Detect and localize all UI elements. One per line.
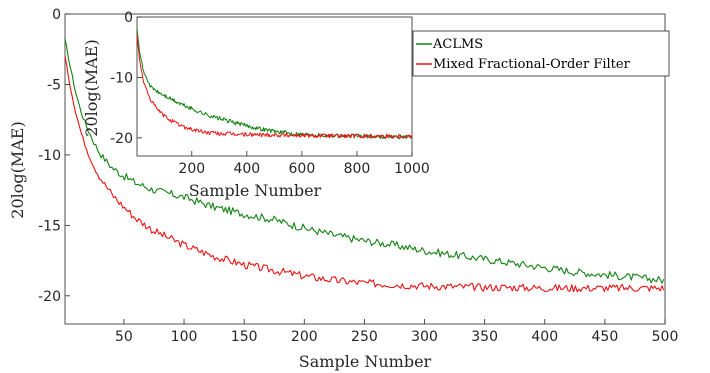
legend-label-aclms: ACLMS: [432, 37, 483, 52]
y-tick-label: -5: [47, 77, 61, 93]
x-tick-label: 50: [115, 329, 133, 345]
inset-x-axis-title: Sample Number: [189, 181, 322, 200]
inset-y-ticks: 0 -10 -20: [110, 10, 142, 147]
inset-plot-area: [136, 16, 413, 157]
series-line-mixed: [136, 34, 413, 139]
inset-plot: 200 400 600 800 1000 0 -10 -20 Sample Number 2…: [82, 10, 430, 200]
legend-box: [412, 30, 670, 77]
x-tick-label: 250: [351, 329, 378, 345]
main-y-ticks: 0 -5 -10 -15 -20: [38, 7, 70, 305]
legend-label-mixed: Mixed Fractional-Order Filter: [433, 57, 631, 72]
main-plot-area: [64, 13, 666, 325]
main-y-axis-title: 20log(MAE): [8, 121, 27, 218]
x-tick-label: 600: [289, 161, 316, 177]
x-tick-label: 450: [592, 329, 619, 345]
y-tick-label: -10: [38, 148, 61, 164]
series-line-aclms: [64, 38, 665, 284]
x-tick-label: 400: [531, 329, 558, 345]
x-tick-label: 400: [233, 161, 260, 177]
x-tick-label: 200: [291, 329, 318, 345]
main-x-ticks: 50 100 150 200 250 300 350 400 450 500: [115, 319, 678, 345]
main-series-lines: [64, 38, 665, 293]
y-tick-label: -20: [38, 289, 61, 305]
main-plot: 50 100 150 200 250 300 350 400 450 500 0 -5 -10 -15 -…: [8, 7, 678, 371]
inset-x-ticks: 200 400 600 800 1000: [178, 151, 430, 177]
series-line-mixed: [64, 55, 665, 293]
legend: ACLMS Mixed Fractional-Order Filter: [412, 30, 670, 77]
x-tick-label: 150: [231, 329, 258, 345]
x-tick-label: 350: [471, 329, 498, 345]
y-tick-label: -20: [110, 131, 133, 147]
x-tick-label: 100: [171, 329, 198, 345]
y-tick-label: 0: [124, 10, 133, 26]
x-tick-label: 1000: [394, 161, 430, 177]
x-tick-label: 800: [344, 161, 371, 177]
x-tick-label: 200: [178, 161, 205, 177]
inset-series-lines: [136, 28, 413, 140]
y-tick-label: -10: [110, 70, 133, 86]
x-tick-label: 500: [652, 329, 679, 345]
y-tick-label: -15: [38, 218, 61, 234]
y-tick-label: 0: [52, 7, 61, 23]
x-tick-label: 300: [411, 329, 438, 345]
inset-y-axis-title: 20log(MAE): [82, 39, 101, 136]
main-x-axis-title: Sample Number: [299, 352, 432, 371]
